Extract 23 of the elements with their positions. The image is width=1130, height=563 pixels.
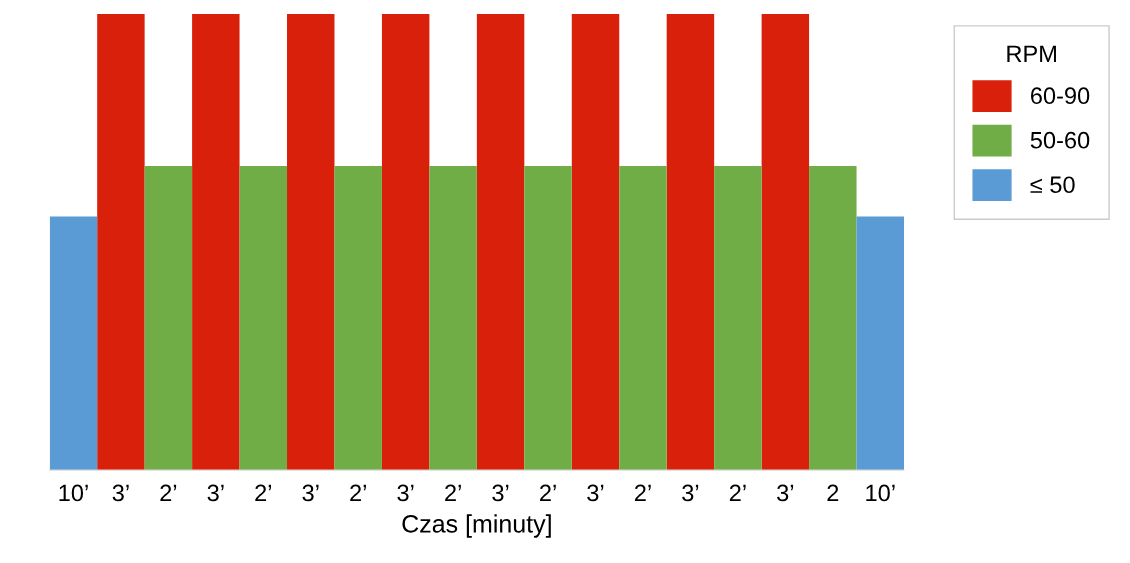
legend-title: RPM (1007, 45, 1056, 62)
x-tick-label: 2’ (160, 484, 177, 502)
x-tick-label: 2 (827, 484, 839, 502)
x-tick-label: 2’ (634, 484, 651, 502)
x-tick-label: 2’ (255, 484, 272, 502)
x-tick-label: 2’ (445, 484, 461, 502)
x-tick-label: 10’ (866, 484, 895, 502)
x-tick-label: 3’ (397, 484, 414, 502)
x-tick-label: 3’ (587, 484, 604, 502)
x-tick-label: 10’ (59, 484, 88, 502)
x-tick-label: 3’ (207, 484, 224, 502)
legend-label: 60-90 (1031, 87, 1090, 105)
legend-label: ≤ 50 (1030, 176, 1075, 194)
x-tick-label: 2’ (729, 484, 746, 502)
x-tick-label: 3’ (112, 484, 129, 502)
x-tick-label: 3’ (682, 484, 699, 502)
x-tick-label: 2’ (350, 484, 366, 502)
legend-label: 50-60 (1030, 131, 1090, 149)
x-tick-label: 2’ (540, 484, 556, 502)
x-axis-title: Czas [minuty] (402, 514, 551, 538)
x-tick-label: 3’ (302, 484, 319, 502)
x-tick-label: 3’ (777, 484, 794, 502)
x-tick-label: 3’ (492, 484, 509, 502)
